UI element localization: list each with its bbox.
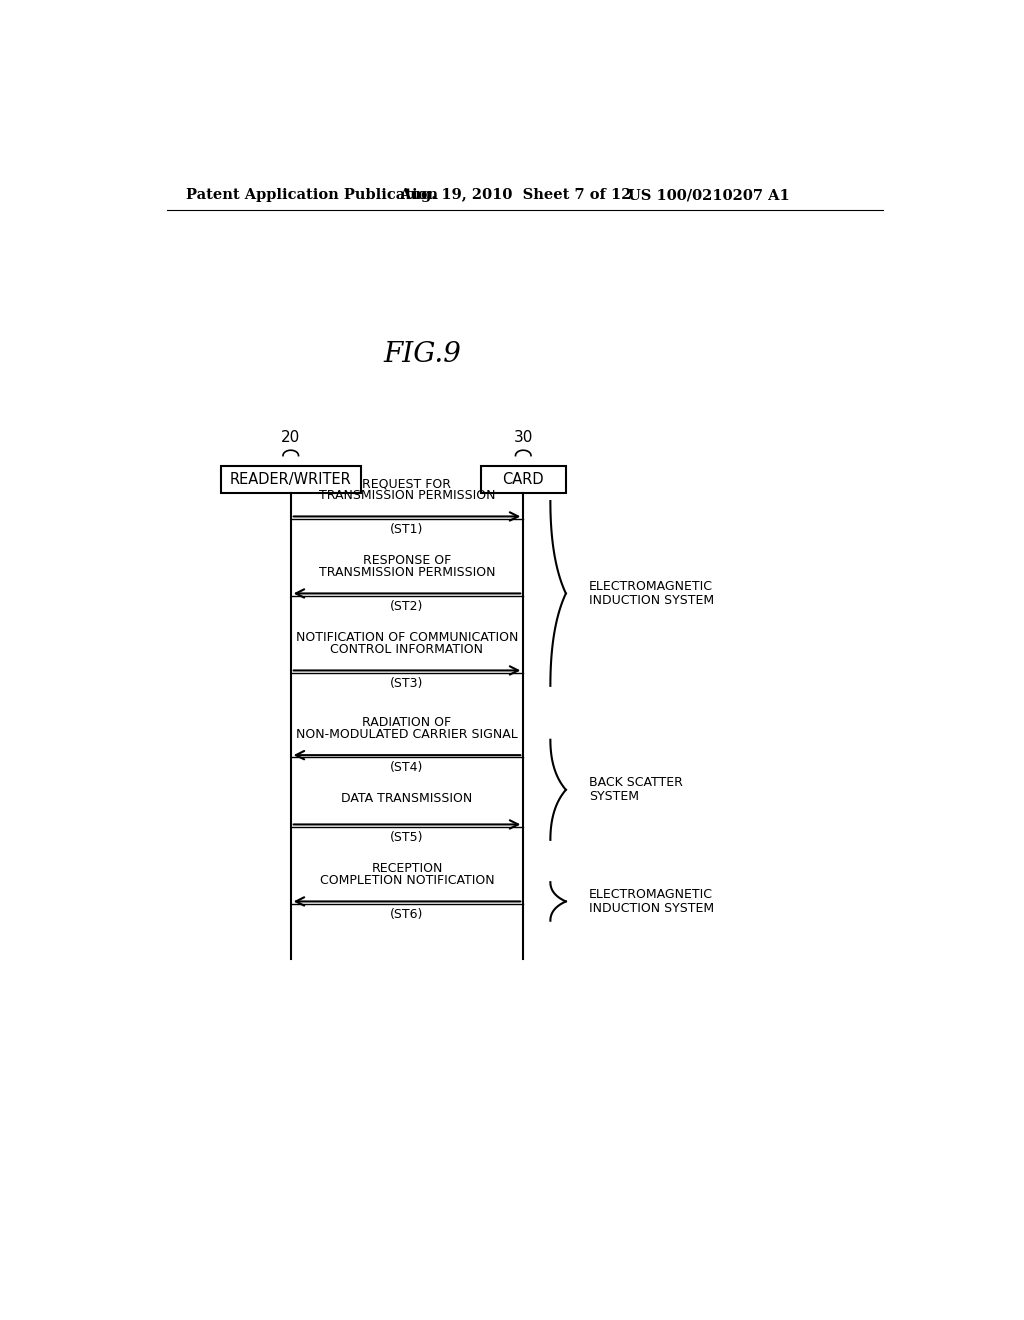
- Text: READER/WRITER: READER/WRITER: [229, 473, 351, 487]
- Text: FIG.9: FIG.9: [384, 342, 462, 368]
- Text: US 100/0210207 A1: US 100/0210207 A1: [628, 189, 790, 202]
- Bar: [221, 466, 360, 494]
- Text: CARD: CARD: [503, 473, 544, 487]
- Text: (ST5): (ST5): [390, 830, 424, 843]
- Text: NON-MODULATED CARRIER SIGNAL: NON-MODULATED CARRIER SIGNAL: [296, 727, 518, 741]
- Text: DATA TRANSMISSION: DATA TRANSMISSION: [341, 792, 473, 805]
- Text: ELECTROMAGNETIC: ELECTROMAGNETIC: [589, 888, 713, 902]
- Text: NOTIFICATION OF COMMUNICATION: NOTIFICATION OF COMMUNICATION: [296, 631, 518, 644]
- Text: (ST4): (ST4): [390, 762, 424, 775]
- Text: Aug. 19, 2010  Sheet 7 of 12: Aug. 19, 2010 Sheet 7 of 12: [399, 189, 632, 202]
- Text: INDUCTION SYSTEM: INDUCTION SYSTEM: [589, 594, 715, 607]
- Text: (ST2): (ST2): [390, 599, 424, 612]
- Text: (ST6): (ST6): [390, 908, 424, 920]
- Text: SYSTEM: SYSTEM: [589, 791, 639, 804]
- Text: INDUCTION SYSTEM: INDUCTION SYSTEM: [589, 902, 715, 915]
- Text: (ST1): (ST1): [390, 523, 424, 536]
- Bar: [480, 466, 566, 494]
- Text: CONTROL INFORMATION: CONTROL INFORMATION: [331, 643, 483, 656]
- Text: 20: 20: [282, 430, 300, 445]
- Text: ELECTROMAGNETIC: ELECTROMAGNETIC: [589, 579, 713, 593]
- Text: 30: 30: [514, 430, 532, 445]
- Text: REQUEST FOR: REQUEST FOR: [362, 478, 452, 490]
- Text: TRANSMISSION PERMISSION: TRANSMISSION PERMISSION: [318, 566, 496, 579]
- Text: TRANSMISSION PERMISSION: TRANSMISSION PERMISSION: [318, 488, 496, 502]
- Text: RECEPTION: RECEPTION: [372, 862, 442, 875]
- Text: (ST3): (ST3): [390, 677, 424, 689]
- Text: RESPONSE OF: RESPONSE OF: [362, 554, 452, 568]
- Text: RADIATION OF: RADIATION OF: [362, 715, 452, 729]
- Text: COMPLETION NOTIFICATION: COMPLETION NOTIFICATION: [319, 874, 495, 887]
- Text: BACK SCATTER: BACK SCATTER: [589, 776, 683, 789]
- Text: Patent Application Publication: Patent Application Publication: [186, 189, 438, 202]
